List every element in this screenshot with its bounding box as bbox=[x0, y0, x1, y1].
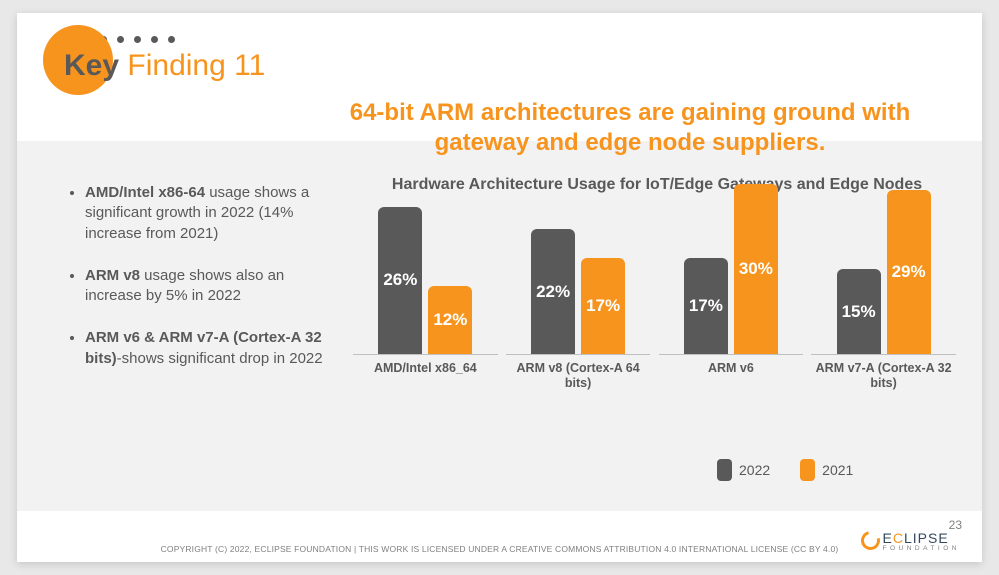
legend-item: 2021 bbox=[800, 459, 853, 481]
bar-value: 17% bbox=[586, 296, 620, 316]
slide-title: Key Finding 11 bbox=[64, 49, 265, 83]
bar: 22% bbox=[531, 229, 575, 354]
bar: 29% bbox=[887, 190, 931, 354]
footer-text: COPYRIGHT (C) 2022, ECLIPSE FOUNDATION |… bbox=[17, 544, 982, 554]
slide: Key Finding 11 64-bit ARM architectures … bbox=[17, 13, 982, 562]
chart-group: 26% 12% AMD/Intel x86_64 bbox=[353, 184, 498, 395]
legend: 2022 2021 bbox=[717, 459, 853, 481]
legend-label: 2022 bbox=[739, 462, 770, 478]
bar-chart: 26% 12% AMD/Intel x86_64 22% 17% ARM v8 (Cort… bbox=[347, 225, 962, 455]
bar: 30% bbox=[734, 184, 778, 354]
category-label: ARM v7-A (Cortex-A 32 bits) bbox=[811, 361, 956, 395]
chart-groups: 26% 12% AMD/Intel x86_64 22% 17% ARM v8 (Cort… bbox=[347, 225, 962, 395]
bar-value: 15% bbox=[842, 302, 876, 322]
title-key: Key bbox=[64, 49, 119, 82]
legend-swatch bbox=[717, 459, 732, 481]
decorative-dots bbox=[100, 36, 175, 43]
bar: 15% bbox=[837, 269, 881, 354]
logo-ring-icon bbox=[857, 527, 883, 553]
logo-sub: FOUNDATION bbox=[883, 546, 961, 553]
bullet-item: AMD/Intel x86-64 usage shows a significa… bbox=[85, 183, 329, 244]
bar: 17% bbox=[581, 258, 625, 354]
bullet-item: ARM v6 & ARM v7-A (Cortex-A 32 bits)-sho… bbox=[85, 328, 329, 369]
chart-group: 15% 29% ARM v7-A (Cortex-A 32 bits) bbox=[811, 184, 956, 395]
logo-text: ECLIPSE FOUNDATION bbox=[883, 531, 961, 553]
logo-name: ECLIPSE bbox=[883, 531, 961, 545]
legend-label: 2021 bbox=[822, 462, 853, 478]
legend-item: 2022 bbox=[717, 459, 770, 481]
headline: 64-bit ARM architectures are gaining gro… bbox=[310, 98, 950, 158]
bar: 26% bbox=[378, 207, 422, 354]
bar-value: 30% bbox=[739, 259, 773, 279]
bar-value: 22% bbox=[536, 282, 570, 302]
bar-value: 26% bbox=[383, 270, 417, 290]
bar: 17% bbox=[684, 258, 728, 354]
legend-swatch bbox=[800, 459, 815, 481]
category-label: ARM v8 (Cortex-A 64 bits) bbox=[506, 361, 651, 395]
category-label: AMD/Intel x86_64 bbox=[374, 361, 477, 395]
eclipse-logo: ECLIPSE FOUNDATION bbox=[861, 531, 961, 553]
bar-value: 29% bbox=[892, 262, 926, 282]
bar-value: 12% bbox=[433, 310, 467, 330]
chart-group: 22% 17% ARM v8 (Cortex-A 64 bits) bbox=[506, 184, 651, 395]
chart-group: 17% 30% ARM v6 bbox=[659, 184, 804, 395]
bar-value: 17% bbox=[689, 296, 723, 316]
bar: 12% bbox=[428, 286, 472, 354]
bullet-list: AMD/Intel x86-64 usage shows a significa… bbox=[69, 183, 329, 391]
category-label: ARM v6 bbox=[708, 361, 754, 395]
title-rest: Finding 11 bbox=[127, 49, 265, 82]
bullet-item: ARM v8 usage shows also an increase by 5… bbox=[85, 266, 329, 307]
